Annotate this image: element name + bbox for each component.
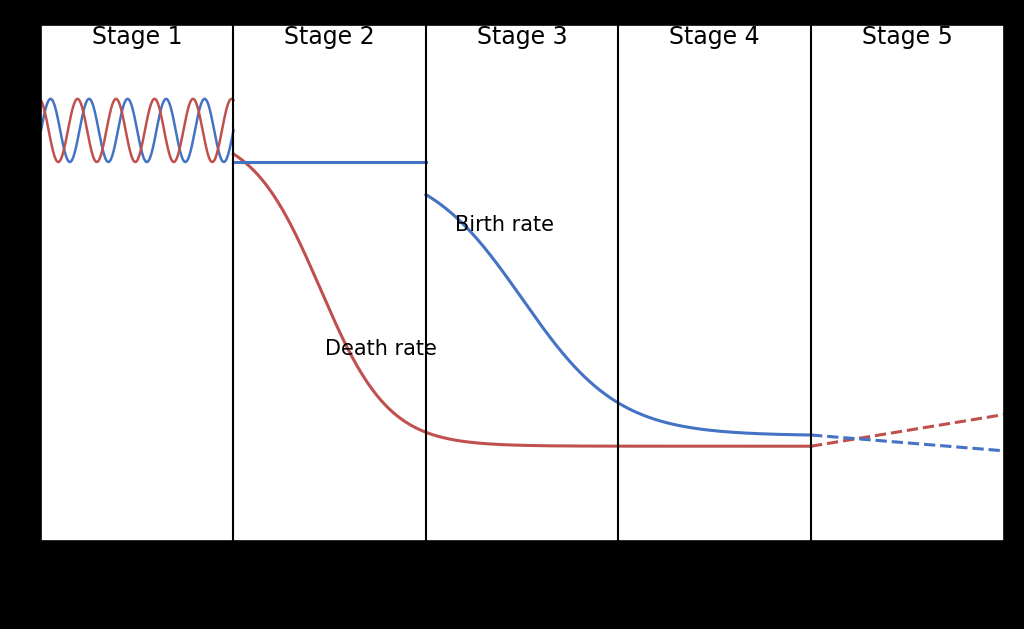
Text: Stage 4: Stage 4 — [670, 25, 760, 49]
Text: Stage 5: Stage 5 — [862, 25, 952, 49]
Text: Stage 2: Stage 2 — [285, 25, 375, 49]
Text: Stage 1: Stage 1 — [92, 25, 182, 49]
Text: Birth rate: Birth rate — [455, 216, 554, 235]
Text: Stage 3: Stage 3 — [477, 25, 567, 49]
Text: Death rate: Death rate — [325, 339, 437, 359]
